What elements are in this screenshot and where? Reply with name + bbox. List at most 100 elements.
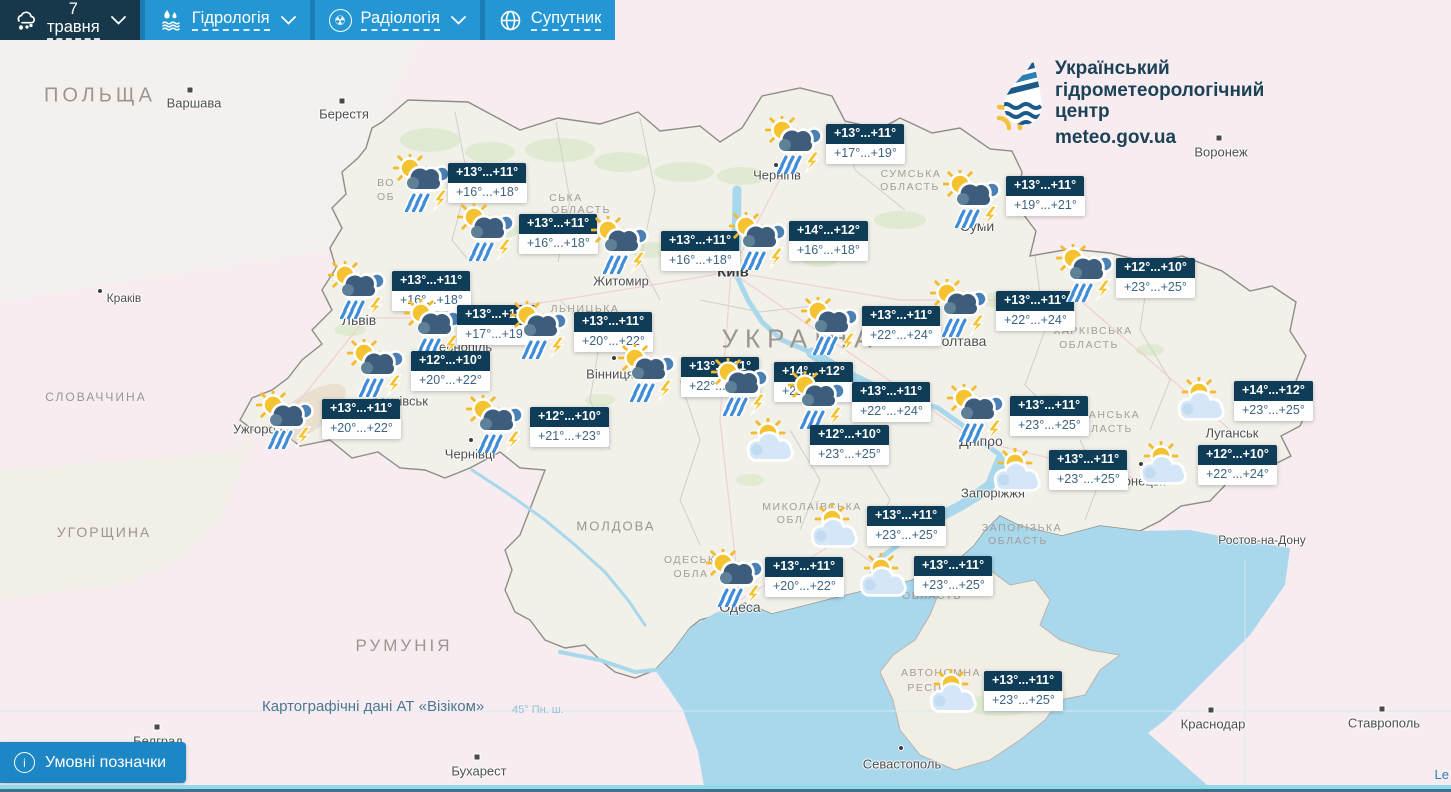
storm-weather-icon bbox=[1055, 240, 1118, 307]
day-temp-badge: +13°...+11° bbox=[852, 382, 931, 402]
day-temp-badge: +13°...+11° bbox=[322, 399, 401, 419]
day-temp-badge: +14°...+12° bbox=[789, 221, 868, 241]
night-temp-badge: +23°...+25° bbox=[1049, 470, 1128, 490]
temperature-badges: +13°...+11° +16°...+18° bbox=[448, 163, 527, 203]
weather-icon bbox=[14, 8, 38, 32]
temperature-badges: +13°...+11° +23°...+25° bbox=[867, 506, 946, 546]
tab-satellite-label: Супутник bbox=[530, 9, 602, 32]
night-temp-badge: +23°...+25° bbox=[914, 576, 993, 596]
night-temp-badge: +22°...+24° bbox=[852, 402, 931, 422]
storm-weather-icon bbox=[728, 208, 791, 275]
storm-weather-icon bbox=[705, 545, 768, 612]
night-temp-badge: +16°...+18° bbox=[661, 251, 740, 271]
day-temp-badge: +13°...+11° bbox=[392, 271, 471, 291]
temperature-badges: +13°...+11° +19°...+21° bbox=[1006, 176, 1085, 216]
radiation-icon: ☢ bbox=[328, 8, 352, 32]
temperature-badges: +13°...+11° +23°...+25° bbox=[984, 671, 1063, 711]
tab-date[interactable]: 7 травня bbox=[0, 0, 140, 41]
storm-weather-icon bbox=[800, 293, 863, 360]
temperature-badges: +13°...+11° +16°...+18° bbox=[519, 214, 598, 254]
night-temp-badge: +23°...+25° bbox=[810, 445, 889, 465]
tab-radiology[interactable]: ☢ Радіологія bbox=[314, 0, 480, 40]
chevron-down-icon bbox=[110, 15, 126, 25]
day-temp-badge: +14°...+12° bbox=[1234, 381, 1313, 401]
day-temp-badge: +13°...+11° bbox=[519, 214, 598, 234]
storm-weather-icon bbox=[929, 275, 992, 342]
day-temp-badge: +12°...+10° bbox=[530, 407, 609, 427]
storm-weather-icon bbox=[710, 354, 773, 421]
day-temp-badge: +13°...+11° bbox=[661, 231, 740, 251]
storm-weather-icon bbox=[392, 150, 455, 217]
partly-cloudy-icon bbox=[805, 501, 861, 555]
night-temp-badge: +22°...+24° bbox=[996, 311, 1075, 331]
storm-weather-icon bbox=[764, 112, 827, 179]
partly-cloudy-icon bbox=[854, 550, 910, 604]
partly-cloudy-icon bbox=[1134, 438, 1190, 492]
day-temp-badge: +13°...+11° bbox=[826, 124, 905, 144]
bottom-strip-cyan bbox=[0, 785, 1451, 789]
temperature-badges: +12°...+10° +23°...+25° bbox=[1116, 258, 1195, 298]
uhmc-logo-text: Український гідрометеорологічний центр m… bbox=[1055, 58, 1264, 149]
leaflet-attribution-link[interactable]: Le bbox=[1434, 767, 1449, 782]
night-temp-badge: +16°...+18° bbox=[519, 234, 598, 254]
map-data-attribution: Картографічні дані АТ «Візіком» bbox=[262, 698, 485, 715]
partly-cloudy-icon bbox=[1172, 374, 1228, 428]
day-temp-badge: +13°...+11° bbox=[914, 556, 993, 576]
day-temp-badge: +13°...+11° bbox=[984, 671, 1063, 691]
day-temp-badge: +12°...+10° bbox=[810, 425, 889, 445]
night-temp-badge: +23°...+25° bbox=[1116, 278, 1195, 298]
temperature-badges: +13°...+11° +23°...+25° bbox=[914, 556, 993, 596]
day-temp-badge: +13°...+11° bbox=[1010, 396, 1089, 416]
logo-site-url: meteo.gov.ua bbox=[1055, 126, 1177, 148]
night-temp-badge: +17°...+19° bbox=[826, 144, 905, 164]
day-temp-badge: +12°...+10° bbox=[411, 351, 490, 371]
night-temp-badge: +21°...+23° bbox=[530, 427, 609, 447]
poland-shape bbox=[0, 0, 440, 302]
tab-date-label: 7 травня bbox=[47, 0, 100, 41]
storm-weather-icon bbox=[255, 387, 318, 454]
partly-cloudy-icon bbox=[988, 445, 1044, 499]
chevron-down-icon bbox=[451, 15, 466, 25]
night-temp-badge: +20°...+22° bbox=[411, 371, 490, 391]
crimea-shape bbox=[879, 561, 1122, 771]
day-temp-badge: +13°...+11° bbox=[448, 163, 527, 183]
legend-button[interactable]: i Умовні позначки bbox=[0, 742, 187, 783]
night-temp-badge: +23°...+25° bbox=[1010, 416, 1089, 436]
night-temp-badge: +20°...+22° bbox=[322, 419, 401, 439]
tab-satellite[interactable]: Супутник bbox=[484, 0, 616, 40]
night-temp-badge: +22°...+24° bbox=[862, 326, 941, 346]
temperature-badges: +13°...+11° +16°...+18° bbox=[392, 271, 471, 311]
night-temp-badge: +23°...+25° bbox=[984, 691, 1063, 711]
temperature-badges: +13°...+11° +17°...+19° bbox=[826, 124, 905, 164]
chevron-down-icon bbox=[280, 15, 296, 25]
storm-weather-icon bbox=[509, 297, 572, 364]
night-temp-badge: +23°...+25° bbox=[1234, 401, 1313, 421]
night-temp-badge: +23°...+25° bbox=[867, 526, 946, 546]
storm-weather-icon bbox=[946, 380, 1009, 447]
storm-weather-icon bbox=[617, 340, 680, 407]
uhmc-logo: Український гідрометеорологічний центр m… bbox=[995, 58, 1264, 149]
temperature-badges: +13°...+11° +23°...+25° bbox=[1049, 450, 1128, 490]
temperature-badges: +13°...+11° +20°...+22° bbox=[322, 399, 401, 439]
storm-weather-icon bbox=[456, 199, 519, 266]
storm-weather-icon bbox=[346, 335, 409, 402]
temperature-badges: +12°...+10° +22°...+24° bbox=[1198, 445, 1277, 485]
day-temp-badge: +12°...+10° bbox=[1198, 445, 1277, 465]
day-temp-badge: +13°...+11° bbox=[1049, 450, 1128, 470]
logo-line-1: Український bbox=[1055, 58, 1170, 79]
temperature-badges: +14°...+12° +23°...+25° bbox=[1234, 381, 1313, 421]
night-temp-badge: +19°...+21° bbox=[1006, 196, 1085, 216]
tab-hydrology-label: Гідрологія bbox=[191, 9, 270, 32]
day-temp-badge: +13°...+11° bbox=[457, 305, 536, 325]
day-temp-badge: +13°...+11° bbox=[996, 291, 1075, 311]
temperature-badges: +13°...+11°+22°...+24° bbox=[996, 291, 1075, 331]
tab-hydrology[interactable]: Гідрологія bbox=[144, 0, 310, 40]
day-temp-badge: +13°...+11° bbox=[574, 312, 653, 332]
legend-button-label: Умовні позначки bbox=[45, 753, 167, 771]
night-temp-badge: +17°...+19° bbox=[457, 325, 536, 345]
temperature-badges: +14°...+12° +16°...+18° bbox=[789, 221, 868, 261]
temperature-badges: +13°...+11° +20°...+22° bbox=[574, 312, 653, 352]
uhmc-logo-icon bbox=[996, 60, 1042, 131]
